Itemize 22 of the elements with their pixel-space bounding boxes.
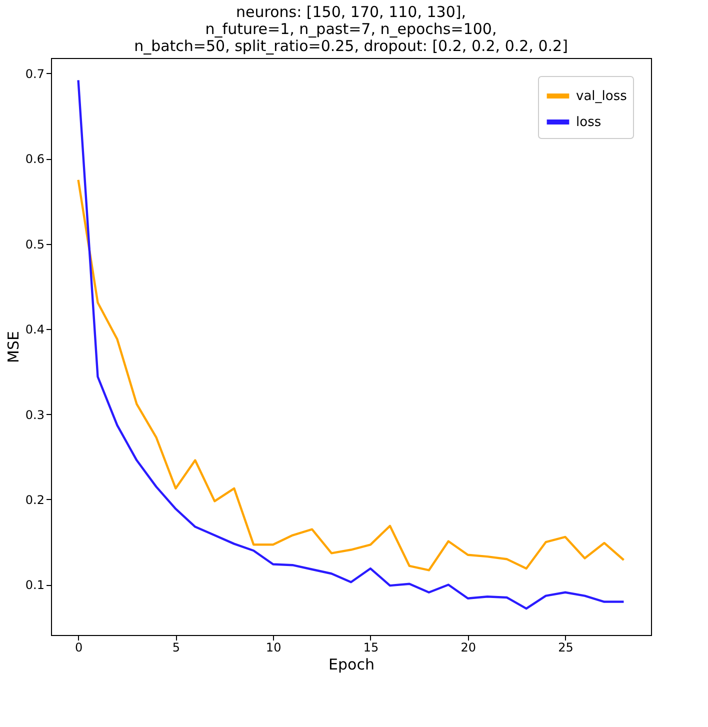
y-tick-label: 0.7 (25, 66, 44, 81)
text: n_future=1, n_past=7, n_epochs=100, (205, 20, 497, 38)
x-axis-title: Epoch (328, 656, 374, 674)
y-tick-label: 0.6 (25, 152, 44, 166)
y-tick-label: 0.4 (25, 322, 44, 337)
y-tick-label: 0.1 (25, 578, 44, 592)
line-series (77, 79, 625, 610)
text: neurons: [150, 170, 110, 130], (236, 3, 466, 21)
x-tick-label: 20 (460, 640, 476, 654)
y-tick-label: 0.2 (25, 492, 44, 507)
y-tick-label: 0.3 (25, 408, 44, 422)
y-tick-label: 0.5 (25, 237, 44, 252)
legend-label: loss (576, 115, 602, 130)
x-tick-label: 15 (363, 640, 379, 654)
y-axis-title: MSE (4, 331, 22, 363)
x-tick-label: 10 (266, 640, 282, 654)
x-tick-label: 25 (558, 640, 574, 654)
x-tick-label: 5 (172, 640, 180, 654)
line-series (77, 178, 625, 572)
x-tick-label: 0 (74, 640, 83, 654)
text: n_batch=50, split_ratio=0.25, dropout: [0.2, 0.2, 0.2, 0.2] (134, 37, 568, 55)
legend-label: val_loss (576, 89, 628, 104)
